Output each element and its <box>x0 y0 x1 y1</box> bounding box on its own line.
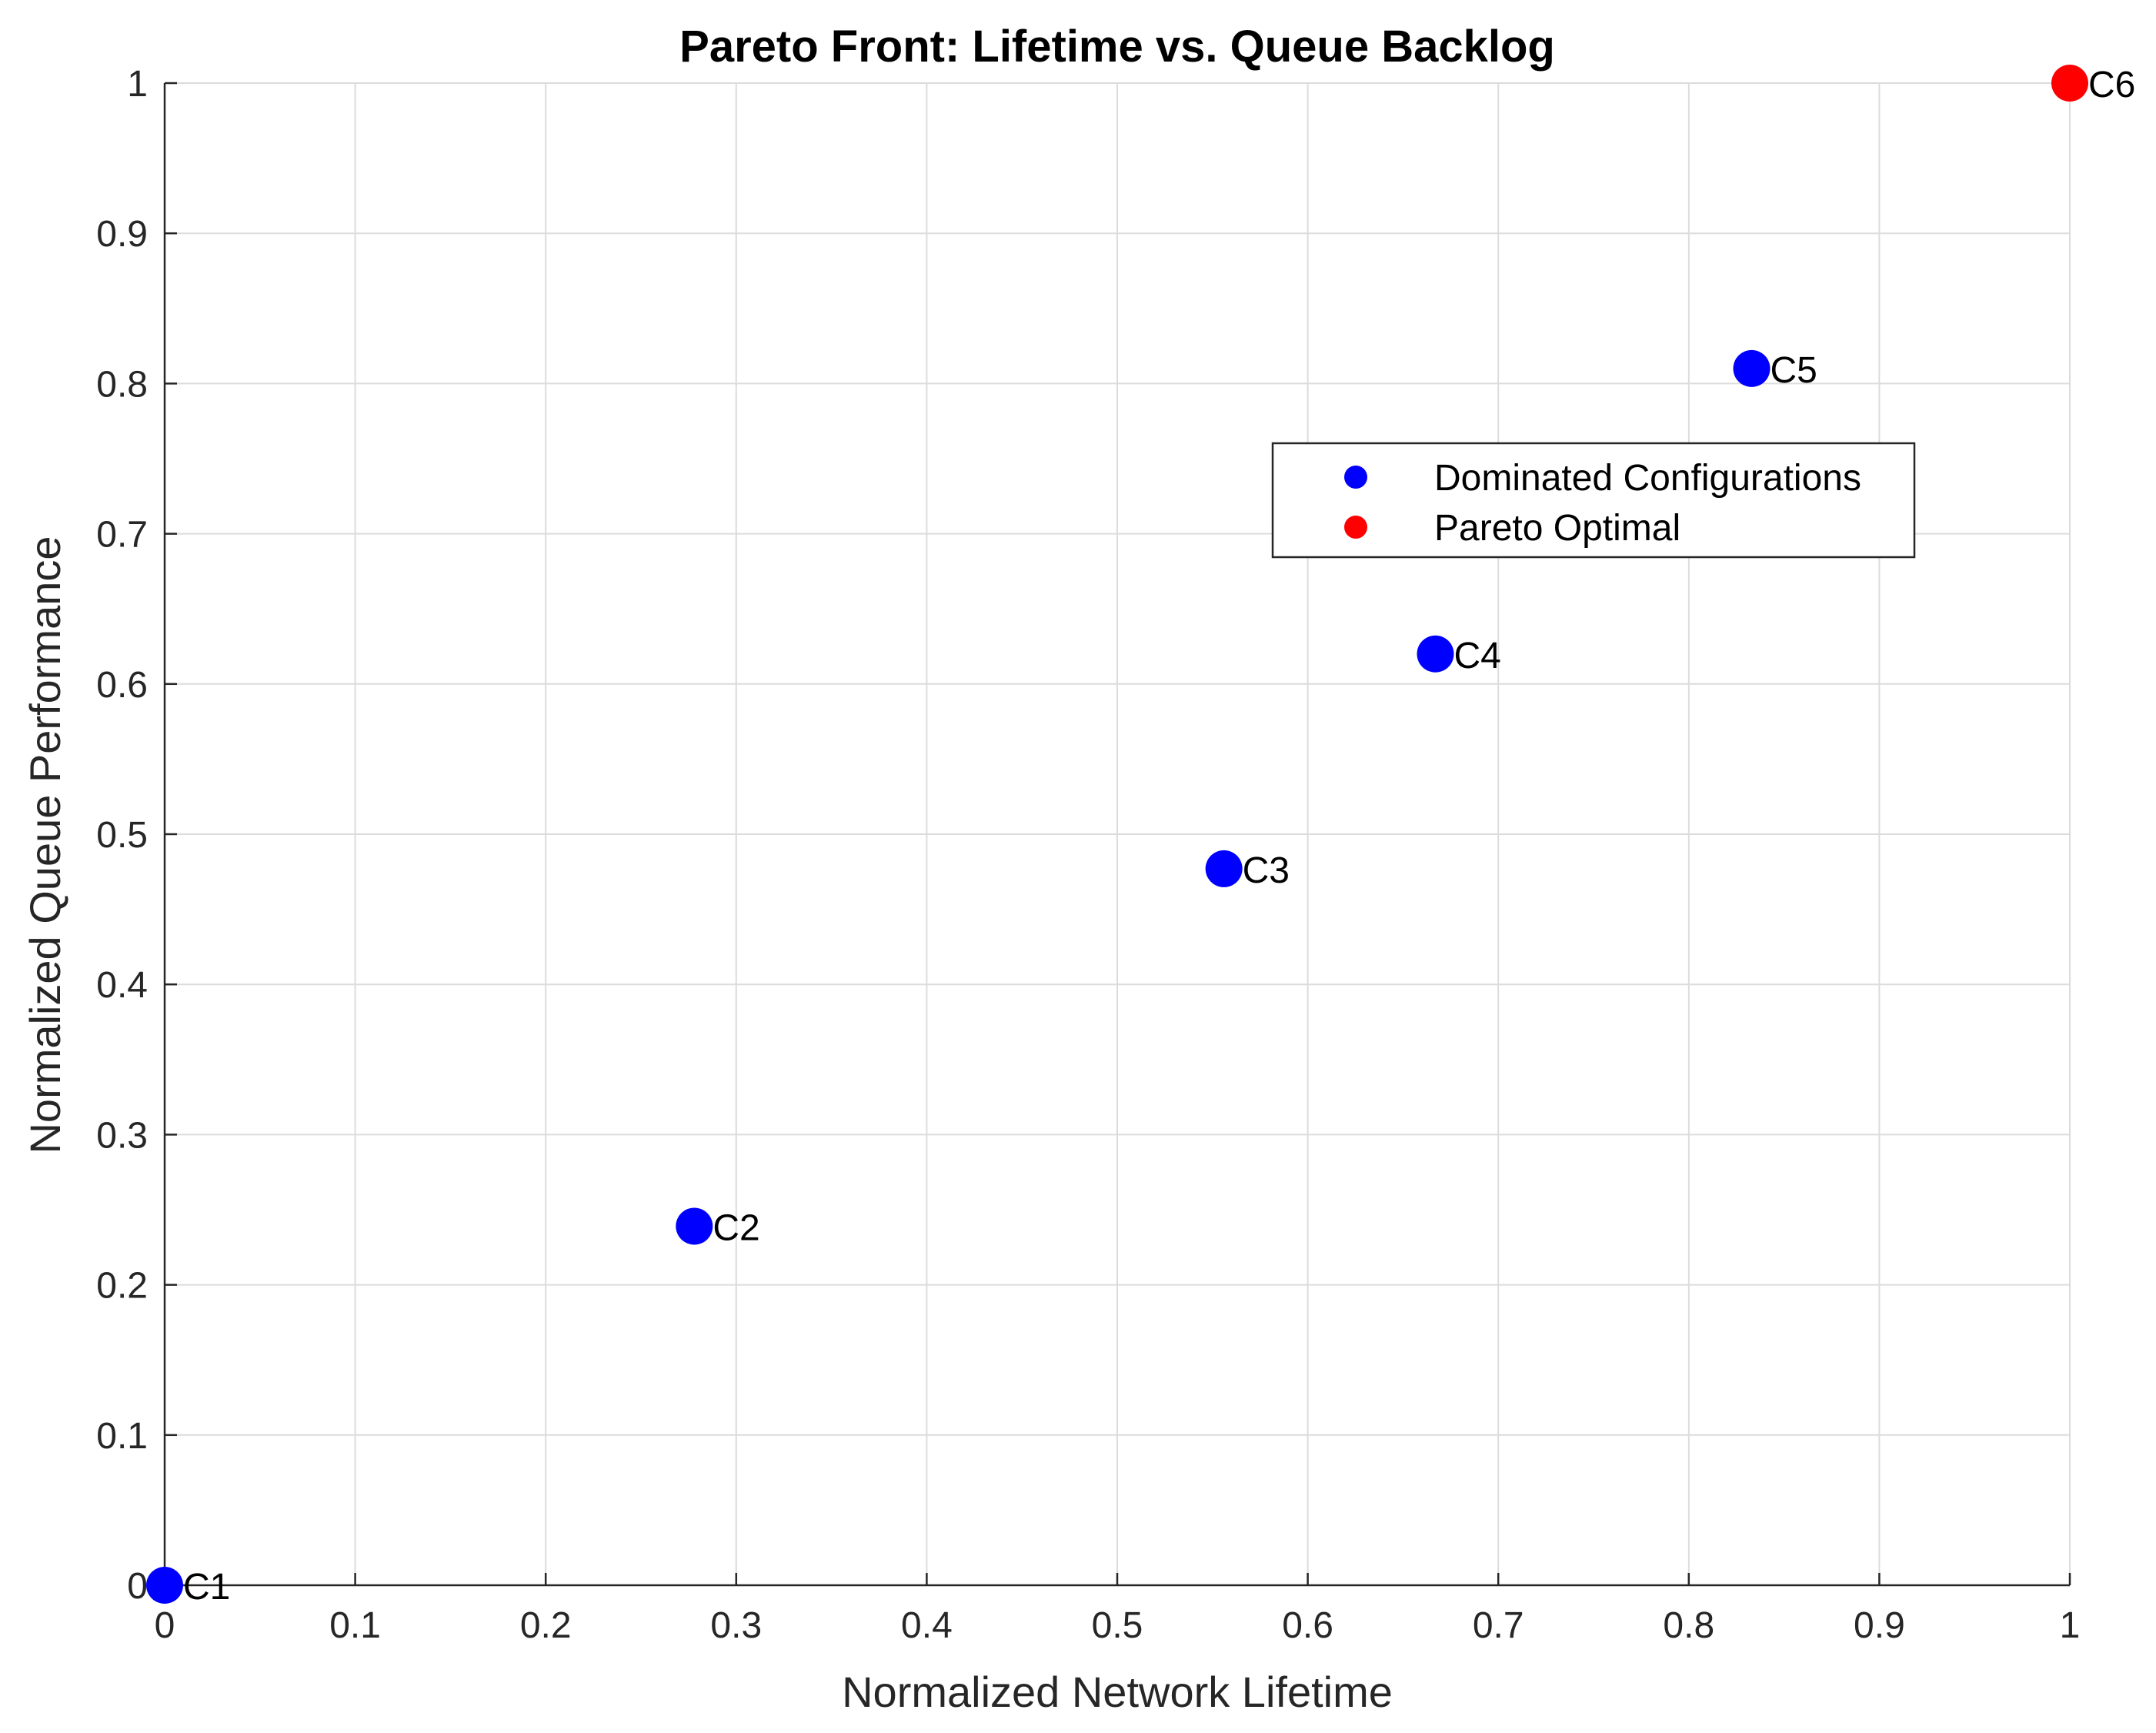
x-tick-label: 0.8 <box>1663 1605 1714 1646</box>
x-tick-label: 0.5 <box>1092 1605 1143 1646</box>
y-tick-label: 0.5 <box>96 815 148 856</box>
y-axis-label: Normalized Queue Performance <box>21 536 69 1154</box>
x-tick-label: 0.3 <box>710 1605 762 1646</box>
x-tick-label: 0.9 <box>1854 1605 1905 1646</box>
y-tick-label: 0.6 <box>96 665 148 706</box>
x-tick-label: 1 <box>2060 1605 2081 1646</box>
y-tick-label: 0.9 <box>96 214 148 255</box>
data-point-c6 <box>2051 65 2088 102</box>
x-tick-label: 0.1 <box>329 1605 381 1646</box>
data-point-c5 <box>1733 349 1771 387</box>
legend-box <box>1271 442 1916 559</box>
legend-label-pareto: Pareto Optimal <box>1434 508 1680 549</box>
point-label-c4: C4 <box>1453 636 1500 676</box>
data-point-c1 <box>146 1567 183 1604</box>
y-tick-label: 1 <box>127 64 148 105</box>
data-point-c2 <box>676 1207 713 1245</box>
x-tick-label: 0.6 <box>1282 1605 1333 1646</box>
y-tick-label: 0.8 <box>96 364 148 405</box>
legend-label-dominated: Dominated Configurations <box>1434 458 1861 499</box>
data-point-c4 <box>1417 635 1454 673</box>
tick-labels: 0 0.1 0.2 0.3 0.4 0.5 0.6 0.7 0.8 0.9 1 0 0.1 0.2 0.3 0… <box>96 64 2080 1646</box>
chart-title: Pareto Front: Lifetime vs. Queue Backlog <box>679 22 1555 72</box>
legend-marker-dominated <box>1344 466 1367 489</box>
point-label-c5: C5 <box>1771 350 1817 391</box>
point-label-c6: C6 <box>2088 65 2135 105</box>
x-tick-label: 0.4 <box>901 1605 953 1646</box>
y-tick-label: 0 <box>127 1566 148 1607</box>
y-tick-label: 0.3 <box>96 1115 148 1156</box>
data-points: C1 C2 C3 C4 C5 C6 <box>146 65 2135 1608</box>
x-axis-label: Normalized Network Lifetime <box>842 1668 1393 1716</box>
point-label-c1: C1 <box>183 1567 230 1608</box>
point-label-c3: C3 <box>1243 850 1290 891</box>
y-tick-label: 0.7 <box>96 515 148 556</box>
data-point-c3 <box>1205 850 1243 887</box>
x-tick-label: 0.2 <box>520 1605 572 1646</box>
x-tick-label: 0 <box>155 1605 175 1646</box>
point-label-c2: C2 <box>713 1207 759 1248</box>
x-tick-label: 0.7 <box>1473 1605 1524 1646</box>
legend: Dominated Configurations Pareto Optimal <box>1271 442 1916 559</box>
legend-marker-pareto <box>1344 516 1367 539</box>
y-tick-label: 0.2 <box>96 1266 148 1307</box>
y-tick-label: 0.4 <box>96 965 148 1006</box>
y-tick-label: 0.1 <box>96 1416 148 1457</box>
